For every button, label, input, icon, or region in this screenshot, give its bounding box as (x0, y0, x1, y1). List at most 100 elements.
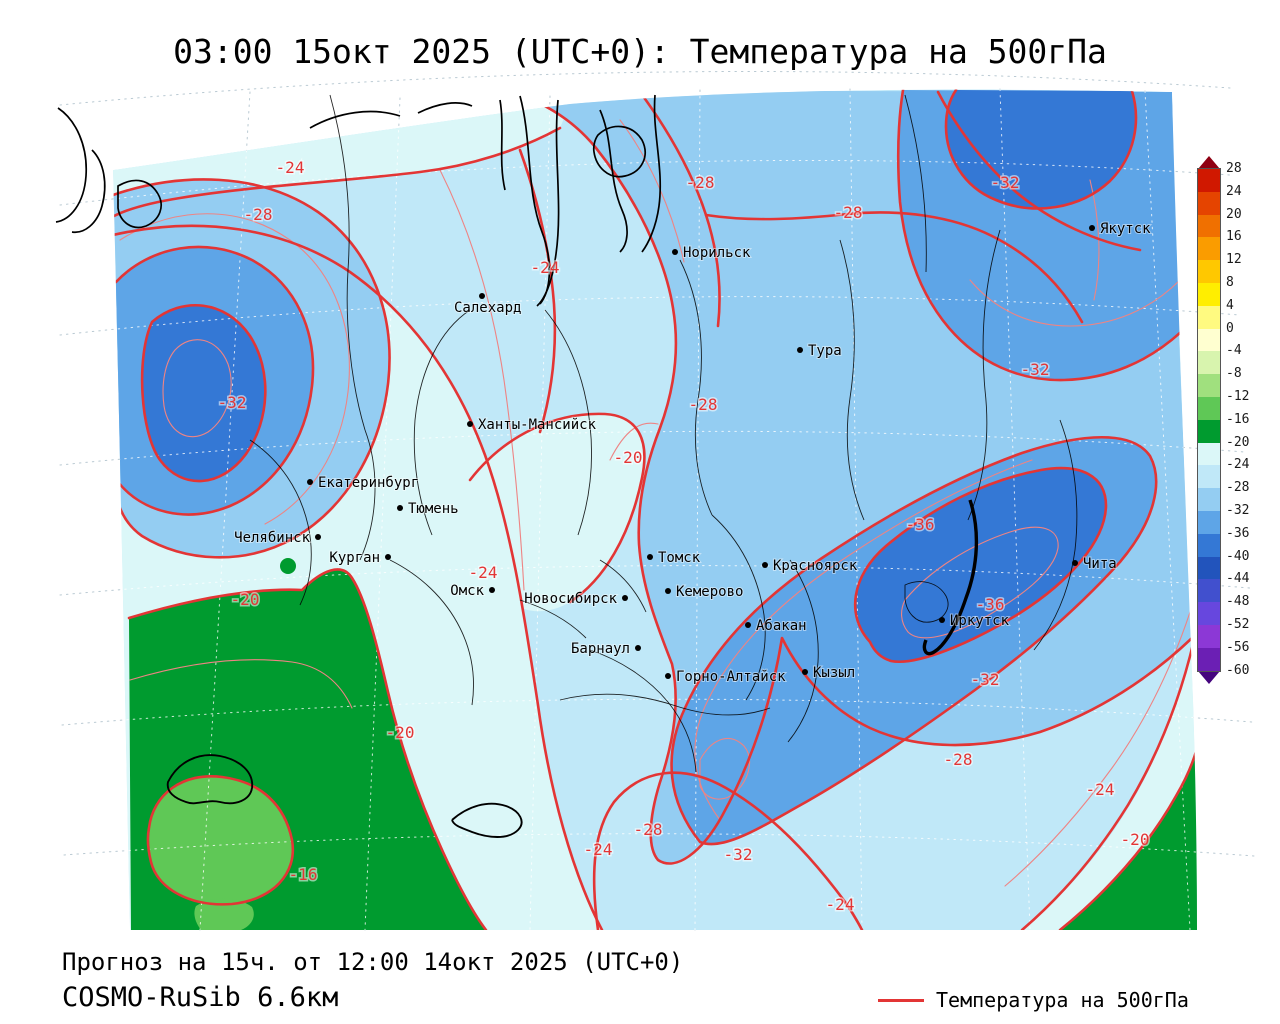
contour-label: -24 (276, 158, 305, 177)
isotherm--36 (140, 303, 267, 483)
isotherm--28 (503, 89, 1194, 865)
graticule-meridian (364, 97, 401, 930)
colorbar-tick-label: -32 (1226, 503, 1250, 518)
contour-label: -24 (826, 895, 855, 914)
isotherm-line (609, 422, 659, 461)
colorbar-tick-label: -44 (1226, 571, 1250, 587)
contour-label: -28 (244, 205, 273, 224)
admin-boundary-line (599, 559, 647, 613)
coastline (55, 107, 88, 223)
colorbar-segment (1198, 624, 1220, 648)
region-fill-darkblue-northwest-core (142, 305, 266, 482)
city-label: Иркутск (950, 613, 1010, 629)
contour-label: -20 (231, 590, 260, 609)
contour-label: -20 (386, 723, 415, 742)
colorbar-segment (1198, 510, 1220, 534)
colorbar-tick-label: -20 (1226, 434, 1250, 450)
city-marker (397, 505, 403, 511)
city-marker (307, 479, 313, 485)
isotherm--32 (936, 90, 1142, 252)
coastline (519, 95, 551, 305)
isotherm-line (119, 213, 350, 525)
contour-label: -32 (218, 393, 247, 412)
city-label: Красноярск (773, 558, 858, 574)
city-marker (802, 669, 808, 675)
city-marker (665, 588, 671, 594)
isotherm--20 (468, 412, 646, 604)
graticule-parallel (113, 430, 1197, 466)
colorbar-tick-label: 4 (1226, 297, 1234, 313)
forecast-info-text: Прогноз на 15ч. от 12:00 14окт 2025 (UTC… (62, 948, 684, 976)
city-label: Ханты-Мансийск (478, 417, 597, 433)
isotherm--32 (670, 436, 1158, 846)
colorbar-tick-label: -60 (1226, 662, 1250, 678)
city-label: Кызыл (813, 665, 855, 681)
contour-label: -16 (289, 865, 318, 884)
city-label: Кемерово (676, 584, 743, 600)
city-label: Омск (450, 583, 484, 599)
city-marker (489, 587, 495, 593)
contour-label: -24 (469, 563, 498, 582)
city-label: Барнаул (571, 641, 630, 657)
isotherm--20 (1058, 746, 1197, 930)
city-label: Челябинск (234, 530, 310, 546)
contour-label: -24 (584, 840, 613, 859)
graticule-parallel (113, 833, 1197, 857)
isotherm--32 (897, 89, 1183, 382)
colorbar-segment (1198, 328, 1220, 352)
isotherm-line (901, 526, 1059, 639)
admin-boundary-line (519, 599, 587, 639)
city-marker (647, 554, 653, 560)
colorbar-tick-label: 28 (1226, 161, 1242, 176)
coastline (71, 149, 106, 234)
city-marker (672, 249, 678, 255)
colorbar-segment (1198, 191, 1220, 215)
coastline (417, 102, 473, 114)
contour-label: -32 (971, 670, 1000, 689)
colorbar-cap-bottom (1198, 670, 1220, 684)
admin-boundary-line (249, 439, 312, 606)
contour-label: -28 (689, 395, 718, 414)
colorbar-segment (1198, 237, 1220, 261)
city-marker (315, 534, 321, 540)
colorbar-tick-label: -4 (1226, 343, 1242, 359)
contour-label: -36 (906, 515, 935, 534)
border-lake-outline (166, 754, 253, 805)
city-marker (745, 622, 751, 628)
region-fill-green-mid-bottom (194, 898, 254, 930)
contour-label: -32 (991, 173, 1020, 192)
admin-boundary-line (589, 649, 697, 773)
city-label: Курган (329, 550, 380, 566)
region-fill-green-speck (280, 558, 296, 574)
coastline (599, 109, 628, 253)
contour-label: -28 (686, 173, 715, 192)
contour-label: -24 (1086, 780, 1115, 799)
contour-label: -28 (834, 203, 863, 222)
graticule-parallel (113, 565, 1197, 596)
isotherm--28 (704, 211, 1084, 324)
isotherm--36 (853, 466, 1108, 663)
admin-boundary-line (329, 94, 366, 431)
isotherm--24 (113, 224, 604, 930)
admin-boundary-line (413, 309, 471, 536)
colorbar-segment (1198, 260, 1220, 283)
graticule-meridian (529, 95, 551, 930)
colorbar-segment (1198, 351, 1220, 375)
colorbar-tick-labels: 28 24 20 16 12 8 4 0 -4 -8 -12 -16 -20 -24 -28 -32 -36 -4… (1226, 161, 1276, 689)
coastline (499, 99, 506, 191)
colorbar-tick-label: 20 (1226, 206, 1242, 222)
contour-label: -20 (1121, 830, 1150, 849)
colorbar-tick-label: 16 (1226, 229, 1242, 245)
city-label: Екатеринбург (318, 475, 419, 491)
contour-label: -32 (1021, 360, 1050, 379)
isotherm--24 (1020, 638, 1196, 930)
colorbar-tick-label: -48 (1226, 594, 1250, 610)
isotherm-line (439, 169, 525, 591)
colorbar-tick-label: 24 (1226, 183, 1242, 199)
colorbar-segment (1198, 533, 1220, 557)
coastline (309, 110, 401, 129)
legend-line-sample (878, 998, 924, 1002)
region-fill-darkblue-irkutsk-core (855, 468, 1106, 662)
region-fill-darkblue-topright-core (946, 90, 1136, 209)
